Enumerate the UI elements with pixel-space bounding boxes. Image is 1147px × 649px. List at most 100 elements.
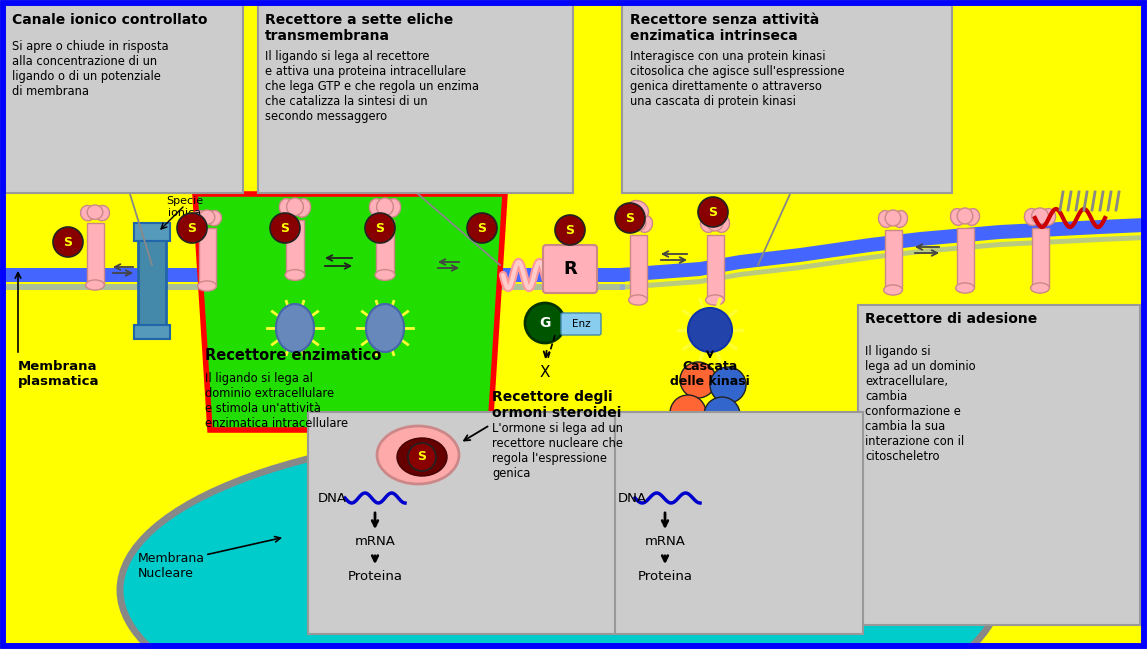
Circle shape [408,443,436,471]
Ellipse shape [715,215,729,232]
Ellipse shape [708,215,723,231]
FancyBboxPatch shape [543,245,596,293]
Ellipse shape [280,199,295,217]
Bar [707,235,724,300]
Text: S: S [418,450,427,463]
Text: Si apre o chiude in risposta
alla concentrazione di un
ligando o di un potenzial: Si apre o chiude in risposta alla concen… [11,40,169,98]
Text: mRNA: mRNA [645,535,686,548]
Polygon shape [621,218,1145,282]
Ellipse shape [276,304,314,352]
Circle shape [680,362,716,398]
Bar [134,325,170,339]
Bar [0,284,625,290]
Circle shape [525,303,565,343]
Text: Interagisce con una protein kinasi
citosolica che agisce sull'espressione
genica: Interagisce con una protein kinasi citos… [630,50,844,108]
Ellipse shape [120,430,1000,649]
Ellipse shape [287,198,304,215]
Ellipse shape [1040,208,1055,225]
Circle shape [670,395,707,431]
Ellipse shape [638,215,653,232]
Bar [630,235,647,300]
Text: S: S [709,206,718,219]
Circle shape [467,213,497,243]
Ellipse shape [1031,208,1048,224]
Ellipse shape [369,199,385,217]
Text: Cascata
delle kinasi: Cascata delle kinasi [670,360,750,388]
Ellipse shape [883,285,903,295]
Text: Canale ionico controllato: Canale ionico controllato [11,13,208,27]
Bar [885,230,902,290]
Ellipse shape [200,210,214,225]
Ellipse shape [1024,208,1040,225]
Text: S: S [565,223,575,236]
Bar [198,228,216,286]
Bar [138,230,166,325]
Bar [376,220,395,275]
FancyBboxPatch shape [561,313,601,335]
Bar [1032,228,1050,288]
Bar [309,412,668,634]
Bar [286,220,304,275]
Ellipse shape [705,295,725,305]
Circle shape [53,227,83,257]
Text: Il ligando si lega al recettore
e attiva una proteina intracellulare
che lega GT: Il ligando si lega al recettore e attiva… [265,50,479,123]
Ellipse shape [624,215,638,232]
Ellipse shape [701,215,715,232]
Bar [858,305,1140,625]
Ellipse shape [80,206,95,221]
Circle shape [555,215,585,245]
Text: S: S [625,212,634,225]
Text: S: S [187,221,196,234]
Polygon shape [195,194,505,430]
Text: G: G [539,316,551,330]
Ellipse shape [385,199,400,217]
Text: X: X [540,365,551,380]
Text: S: S [281,221,289,234]
Text: DNA: DNA [318,491,348,504]
Text: Il ligando si lega al
dominio extracellulare
e stimola un'attività
enzimatica in: Il ligando si lega al dominio extracellu… [205,372,349,430]
Circle shape [699,197,728,227]
Ellipse shape [627,201,648,219]
Ellipse shape [87,205,103,219]
Ellipse shape [208,210,221,226]
Circle shape [688,308,732,352]
Text: mRNA: mRNA [354,535,396,548]
Ellipse shape [951,208,965,225]
Text: DNA: DNA [618,491,647,504]
Text: Recettore enzimatico: Recettore enzimatico [205,348,381,363]
Text: Recettore senza attività
enzimatica intrinseca: Recettore senza attività enzimatica intr… [630,13,819,43]
Text: Membrana
plasmatica: Membrana plasmatica [18,360,100,388]
Bar [134,223,170,241]
Text: L'ormone si lega ad un
recettore nucleare che
regola l'espressione
genica: L'ormone si lega ad un recettore nuclear… [492,422,623,480]
Ellipse shape [958,208,973,224]
Circle shape [177,213,206,243]
Text: Recettore di adesione: Recettore di adesione [865,312,1037,326]
Ellipse shape [366,304,404,352]
Ellipse shape [95,206,109,221]
Text: S: S [477,221,486,234]
Text: R: R [563,260,577,278]
Circle shape [270,213,301,243]
Text: Il ligando si
lega ad un dominio
extracellulare,
cambia
conformazione e
cambia l: Il ligando si lega ad un dominio extrace… [865,345,976,463]
Circle shape [704,397,740,433]
Ellipse shape [1031,283,1050,293]
Text: Specie
ionica: Specie ionica [166,196,203,217]
Ellipse shape [86,280,104,290]
Ellipse shape [879,210,894,227]
Ellipse shape [629,295,647,305]
Bar [0,268,625,282]
Ellipse shape [965,208,980,225]
Text: Proteina: Proteina [638,570,693,583]
Ellipse shape [375,269,395,280]
Circle shape [710,367,746,403]
Text: Recettore a sette eliche
transmembrana: Recettore a sette eliche transmembrana [265,13,453,43]
Bar [622,5,952,193]
Text: Enz: Enz [571,319,591,329]
Ellipse shape [193,210,206,226]
Bar [258,5,574,193]
Ellipse shape [894,210,907,227]
Ellipse shape [955,283,974,293]
Bar [5,5,243,193]
Text: Membrana
Nucleare: Membrana Nucleare [138,552,205,580]
Bar [957,228,974,288]
